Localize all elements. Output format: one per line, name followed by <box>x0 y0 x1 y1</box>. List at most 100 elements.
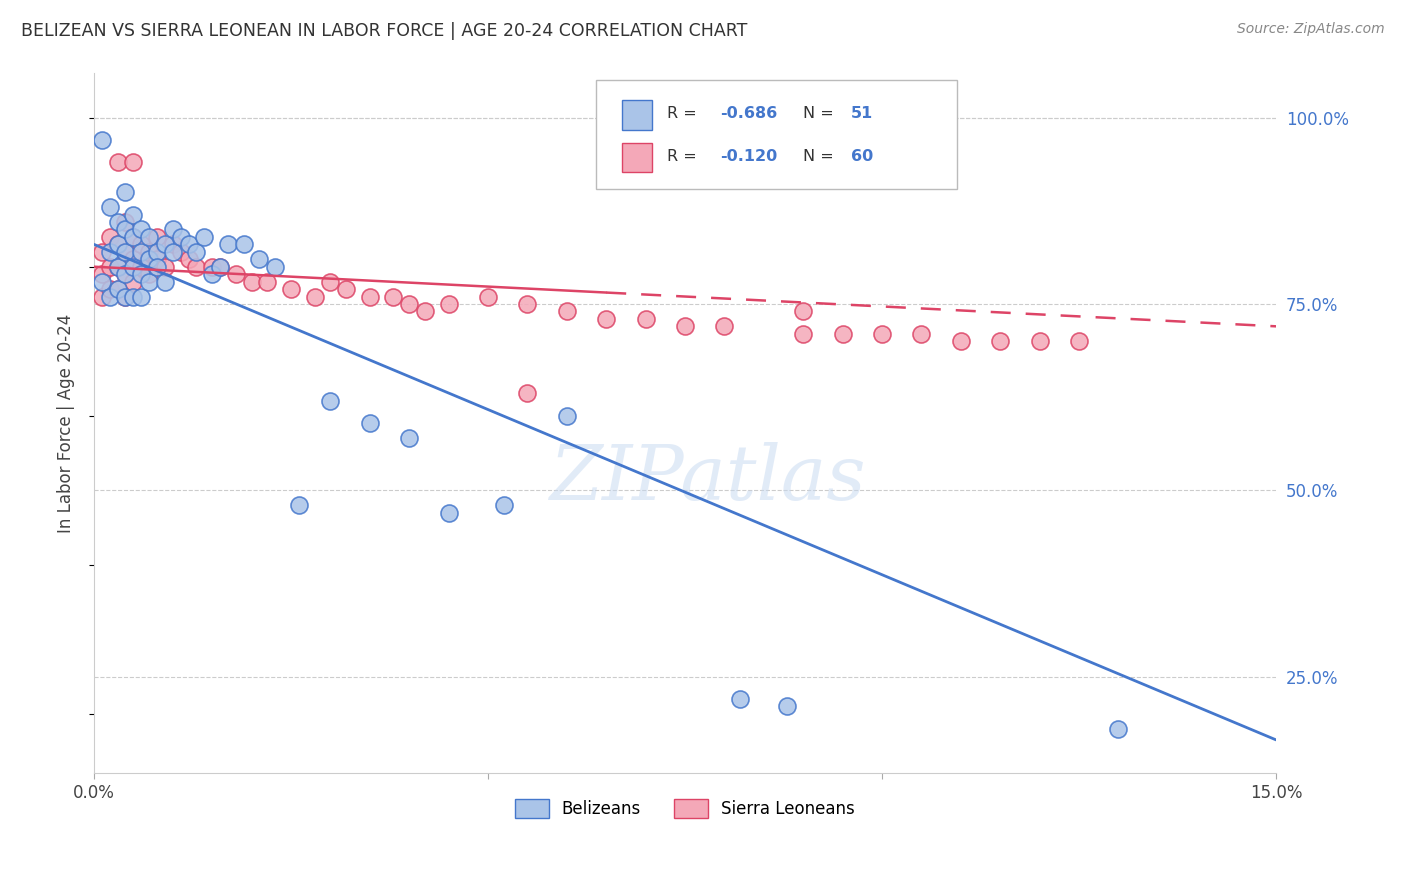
Point <box>280 282 302 296</box>
Point <box>186 260 208 274</box>
Point <box>129 260 152 274</box>
Text: 60: 60 <box>851 149 873 163</box>
Point <box>169 244 191 259</box>
Point <box>153 237 176 252</box>
Point <box>114 215 136 229</box>
Point <box>122 260 145 274</box>
Text: R =: R = <box>668 149 702 163</box>
Point <box>169 230 191 244</box>
Point <box>477 289 499 303</box>
Point <box>162 244 184 259</box>
Point <box>114 267 136 281</box>
Point <box>138 252 160 267</box>
Point <box>122 155 145 169</box>
Point <box>107 237 129 252</box>
Point <box>792 326 814 341</box>
Point <box>201 267 224 281</box>
Point <box>107 282 129 296</box>
Point <box>129 289 152 303</box>
Point <box>90 289 112 303</box>
Point <box>186 244 208 259</box>
Point <box>437 297 460 311</box>
Point <box>146 244 169 259</box>
Point <box>792 304 814 318</box>
Point <box>516 386 538 401</box>
Point <box>122 289 145 303</box>
Point <box>359 416 381 430</box>
Text: R =: R = <box>668 106 702 121</box>
Point <box>492 498 515 512</box>
Point <box>193 230 215 244</box>
Point <box>90 267 112 281</box>
Point <box>122 230 145 244</box>
Point <box>107 215 129 229</box>
Text: BELIZEAN VS SIERRA LEONEAN IN LABOR FORCE | AGE 20-24 CORRELATION CHART: BELIZEAN VS SIERRA LEONEAN IN LABOR FORC… <box>21 22 748 40</box>
Point <box>713 319 735 334</box>
Point <box>776 699 799 714</box>
Point <box>146 252 169 267</box>
Point <box>949 334 972 349</box>
Point <box>90 275 112 289</box>
Point <box>319 393 342 408</box>
Point <box>114 289 136 303</box>
Point <box>107 155 129 169</box>
Point <box>1028 334 1050 349</box>
Point <box>1067 334 1090 349</box>
Point <box>122 230 145 244</box>
Point <box>98 282 121 296</box>
Point <box>162 237 184 252</box>
Point <box>870 326 893 341</box>
Point <box>201 260 224 274</box>
Point <box>129 237 152 252</box>
Point <box>162 222 184 236</box>
Point <box>413 304 436 318</box>
Point <box>129 267 152 281</box>
Point <box>382 289 405 303</box>
Point <box>319 275 342 289</box>
Point <box>177 237 200 252</box>
Point <box>335 282 357 296</box>
FancyBboxPatch shape <box>623 100 652 129</box>
Point <box>217 237 239 252</box>
Text: N =: N = <box>803 149 839 163</box>
Point <box>1108 722 1130 736</box>
Point <box>288 498 311 512</box>
Point <box>138 244 160 259</box>
FancyBboxPatch shape <box>623 143 652 172</box>
Point <box>138 230 160 244</box>
Point <box>359 289 381 303</box>
Point <box>208 260 231 274</box>
Point <box>114 267 136 281</box>
Point <box>240 275 263 289</box>
Text: -0.686: -0.686 <box>720 106 778 121</box>
Point <box>249 252 271 267</box>
Point <box>595 311 617 326</box>
Point <box>98 244 121 259</box>
Point <box>114 244 136 259</box>
Point <box>107 237 129 252</box>
Point <box>208 260 231 274</box>
Point <box>264 260 287 274</box>
Point <box>122 275 145 289</box>
Point <box>114 222 136 236</box>
Point <box>107 260 129 274</box>
Text: 51: 51 <box>851 106 873 121</box>
Point <box>988 334 1011 349</box>
Point <box>153 275 176 289</box>
Text: N =: N = <box>803 106 839 121</box>
Point <box>98 230 121 244</box>
Point <box>90 133 112 147</box>
Point <box>225 267 247 281</box>
Point <box>98 260 121 274</box>
Point <box>138 275 160 289</box>
Text: ZIPatlas: ZIPatlas <box>550 442 868 516</box>
Point <box>114 244 136 259</box>
Point <box>555 304 578 318</box>
Point <box>304 289 326 303</box>
Legend: Belizeans, Sierra Leoneans: Belizeans, Sierra Leoneans <box>509 792 862 824</box>
Point <box>177 252 200 267</box>
Point <box>146 230 169 244</box>
Point <box>138 267 160 281</box>
Point <box>831 326 853 341</box>
Point <box>114 185 136 199</box>
